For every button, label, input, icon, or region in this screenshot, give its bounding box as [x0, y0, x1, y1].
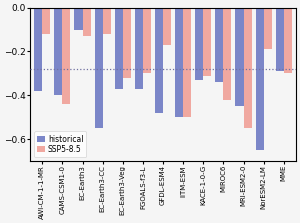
Bar [195, 8, 203, 80]
Bar [143, 8, 151, 73]
Bar [62, 8, 70, 104]
Bar [256, 8, 264, 150]
Bar [94, 8, 103, 128]
Bar [224, 8, 231, 100]
Bar [175, 8, 183, 117]
Bar [183, 8, 191, 117]
Legend: historical, SSP5-8.5: historical, SSP5-8.5 [34, 131, 86, 157]
Bar [155, 8, 163, 113]
Bar [284, 8, 292, 73]
Bar [244, 8, 252, 128]
Bar [236, 8, 244, 106]
Bar [34, 8, 42, 91]
Bar [74, 8, 83, 30]
Bar [82, 8, 91, 36]
Bar [215, 8, 223, 82]
Bar [264, 8, 272, 49]
Bar [163, 8, 171, 45]
Bar [203, 8, 211, 76]
Bar [276, 8, 284, 71]
Bar [123, 8, 131, 78]
Bar [103, 8, 111, 34]
Bar [54, 8, 62, 95]
Bar [42, 8, 50, 34]
Bar [135, 8, 143, 89]
Bar [115, 8, 123, 89]
